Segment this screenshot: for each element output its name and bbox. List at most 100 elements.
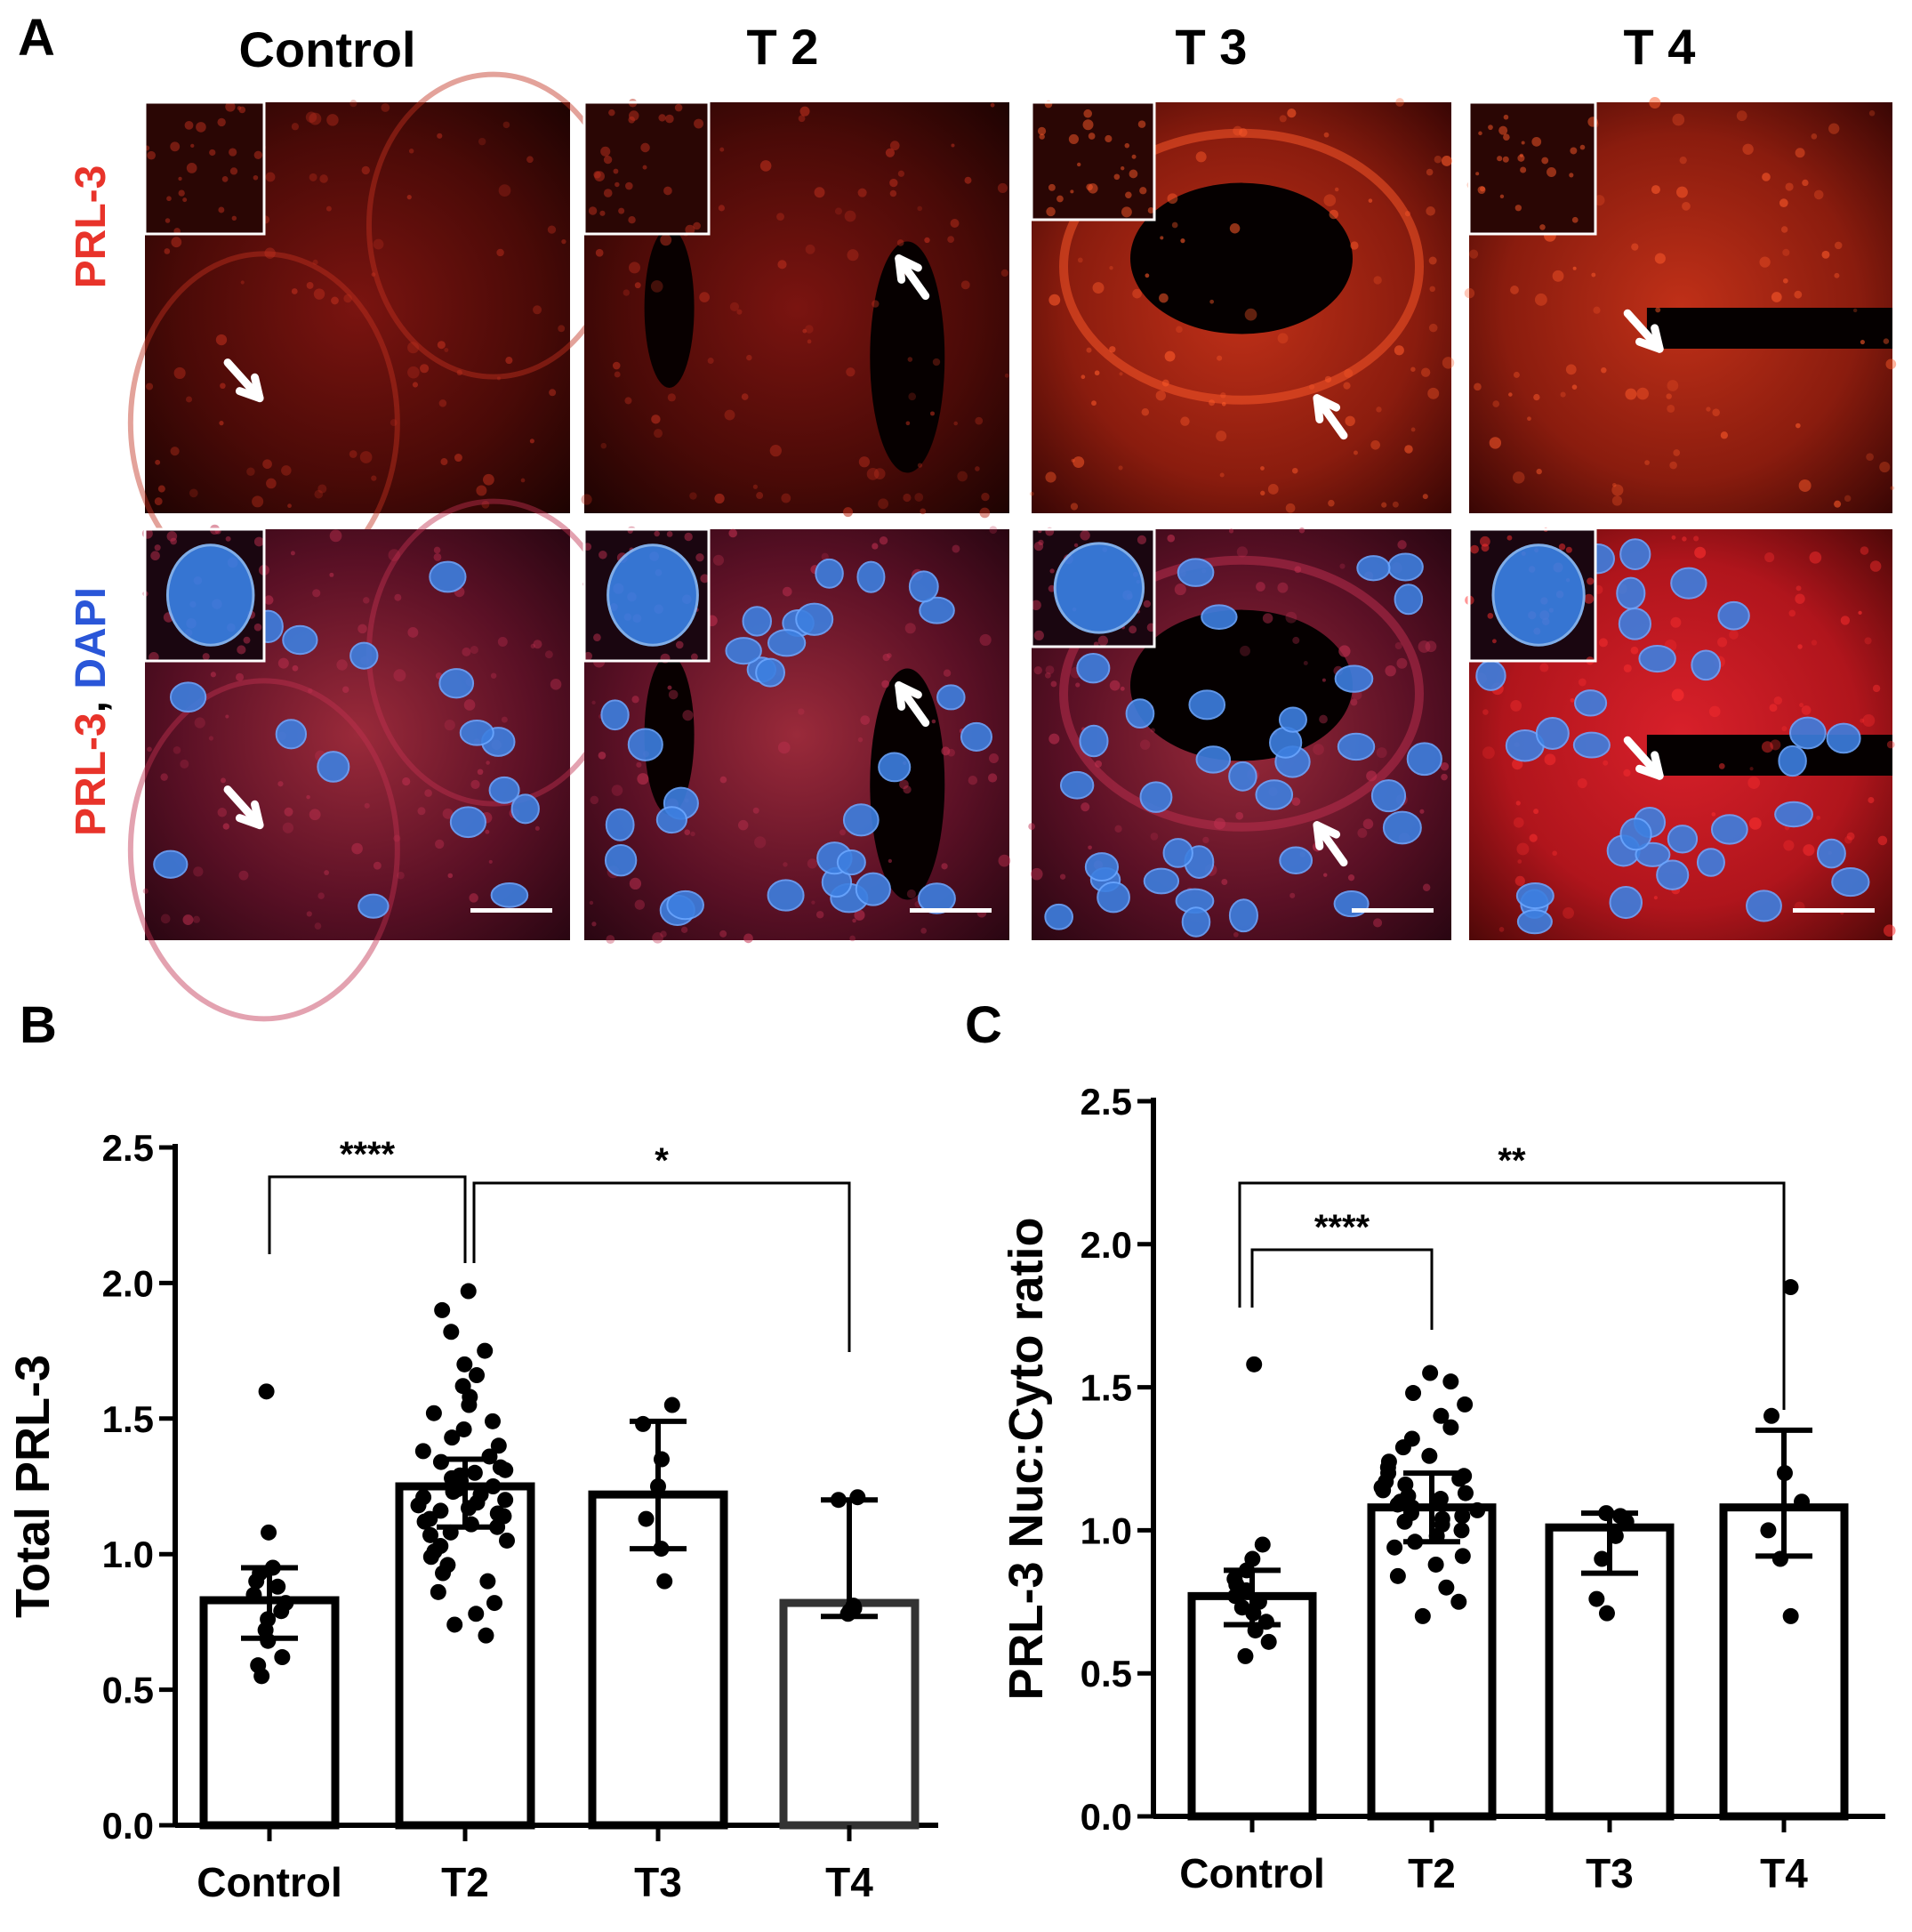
data-point xyxy=(477,1342,494,1359)
data-point xyxy=(1454,1508,1471,1525)
micrograph-prl3-t4 xyxy=(1464,97,1897,513)
data-point xyxy=(446,1616,463,1633)
data-point xyxy=(497,1492,514,1509)
data-point xyxy=(1380,1453,1397,1470)
data-point xyxy=(258,1383,275,1400)
bar-t2 xyxy=(1367,1503,1497,1821)
data-point xyxy=(455,1421,472,1437)
x-tick-label: T3 xyxy=(634,1859,682,1905)
x-tick-label: Control xyxy=(1179,1850,1325,1896)
y-axis-label: Total PRL-3 xyxy=(6,1355,60,1618)
data-point xyxy=(485,1478,502,1494)
data-point xyxy=(1421,1447,1438,1464)
micrograph-inset xyxy=(1030,100,1156,221)
data-point xyxy=(635,1415,652,1432)
y-tick-label: 1.5 xyxy=(102,1398,154,1440)
data-point xyxy=(444,1429,461,1446)
data-point xyxy=(1433,1407,1450,1424)
row-label-merge: PRL-3, DAPI xyxy=(68,587,115,836)
panel-c-letter: C xyxy=(965,996,1002,1054)
micrograph-inset xyxy=(582,98,711,236)
data-point xyxy=(432,1502,449,1519)
data-point xyxy=(245,1586,262,1603)
data-point xyxy=(466,1464,483,1481)
arrow-icon xyxy=(223,785,264,830)
data-point xyxy=(1598,1605,1615,1622)
data-point xyxy=(656,1573,673,1590)
chart-b-total-prl3: 0.0 0.5 1.0 1.5 2.0 2.5 Total PRL-3 Control T2 T3… xyxy=(6,1127,938,1905)
x-tick-label: T4 xyxy=(1760,1850,1808,1896)
data-point xyxy=(1244,1550,1261,1567)
y-tick-label: 2.5 xyxy=(102,1127,154,1169)
micrograph-inset xyxy=(143,101,266,236)
x-tick-label: T3 xyxy=(1586,1850,1634,1896)
data-point xyxy=(439,1557,456,1574)
micrograph-inset xyxy=(1465,527,1597,665)
significance-bracket xyxy=(1250,1248,1434,1330)
micrograph-inset xyxy=(582,527,711,664)
x-tick-label: T4 xyxy=(825,1859,873,1905)
data-point xyxy=(1782,1279,1799,1296)
arrow-icon xyxy=(1313,821,1348,867)
data-point xyxy=(274,1649,291,1666)
data-point xyxy=(1250,1593,1267,1610)
arrow-icon xyxy=(895,681,930,728)
data-point xyxy=(1760,1522,1777,1539)
column-title-t2: T 2 xyxy=(747,19,819,75)
data-point xyxy=(1782,1607,1799,1624)
micrograph-merge-t3 xyxy=(1028,527,1451,940)
y-tick-label: 0.0 xyxy=(1081,1796,1132,1838)
y-tick-label: 1.0 xyxy=(102,1534,154,1575)
data-point xyxy=(484,1413,501,1429)
data-point xyxy=(663,1397,680,1413)
arrow-icon xyxy=(1623,736,1664,780)
y-tick-label: 0.5 xyxy=(1081,1653,1132,1695)
x-tick-label: Control xyxy=(197,1859,342,1905)
y-tick-label: 1.5 xyxy=(1081,1367,1132,1409)
data-point xyxy=(1438,1579,1455,1596)
data-point xyxy=(1237,1647,1254,1664)
micrograph-prl3-control xyxy=(127,71,621,595)
micrograph-inset xyxy=(1467,101,1598,236)
significance-label: ** xyxy=(1498,1141,1526,1180)
data-point xyxy=(1611,1508,1628,1525)
data-point xyxy=(1794,1493,1811,1510)
data-point xyxy=(269,1578,286,1595)
data-point xyxy=(1453,1522,1470,1539)
significance-bracket xyxy=(268,1175,467,1263)
data-point xyxy=(479,1573,496,1590)
data-point xyxy=(250,1657,267,1674)
micrograph-inset xyxy=(1030,527,1156,648)
data-point xyxy=(415,1489,432,1506)
x-tick-label: T2 xyxy=(441,1859,489,1905)
data-point xyxy=(1246,1356,1263,1373)
data-point xyxy=(489,1505,506,1522)
data-point xyxy=(490,1437,507,1454)
data-point xyxy=(443,1324,460,1340)
data-point xyxy=(1386,1539,1403,1556)
arrow-icon xyxy=(1313,394,1348,440)
data-point xyxy=(425,1405,442,1421)
significance-bracket xyxy=(472,1181,851,1352)
panel-b-letter: B xyxy=(20,996,57,1054)
arrow-icon xyxy=(895,254,930,301)
data-point xyxy=(849,1489,866,1506)
data-point xyxy=(1457,1396,1474,1413)
data-point xyxy=(1403,1430,1420,1447)
data-point xyxy=(414,1443,431,1460)
y-axis-label: PRL-3 Nuc:Cyto ratio xyxy=(1000,1217,1053,1700)
data-point xyxy=(1405,1385,1422,1402)
data-point xyxy=(492,1459,509,1476)
data-point xyxy=(1254,1536,1271,1553)
column-title-control: Control xyxy=(238,21,415,77)
micrograph-merge-t2 xyxy=(582,526,1011,945)
data-point xyxy=(460,1283,477,1300)
data-point xyxy=(1457,1485,1474,1501)
data-point xyxy=(1389,1567,1406,1584)
y-tick-label: 2.0 xyxy=(1081,1224,1132,1266)
data-point xyxy=(434,1301,451,1318)
significance-bracket xyxy=(1238,1181,1786,1410)
data-point xyxy=(1434,1510,1450,1527)
data-point xyxy=(1397,1476,1414,1493)
